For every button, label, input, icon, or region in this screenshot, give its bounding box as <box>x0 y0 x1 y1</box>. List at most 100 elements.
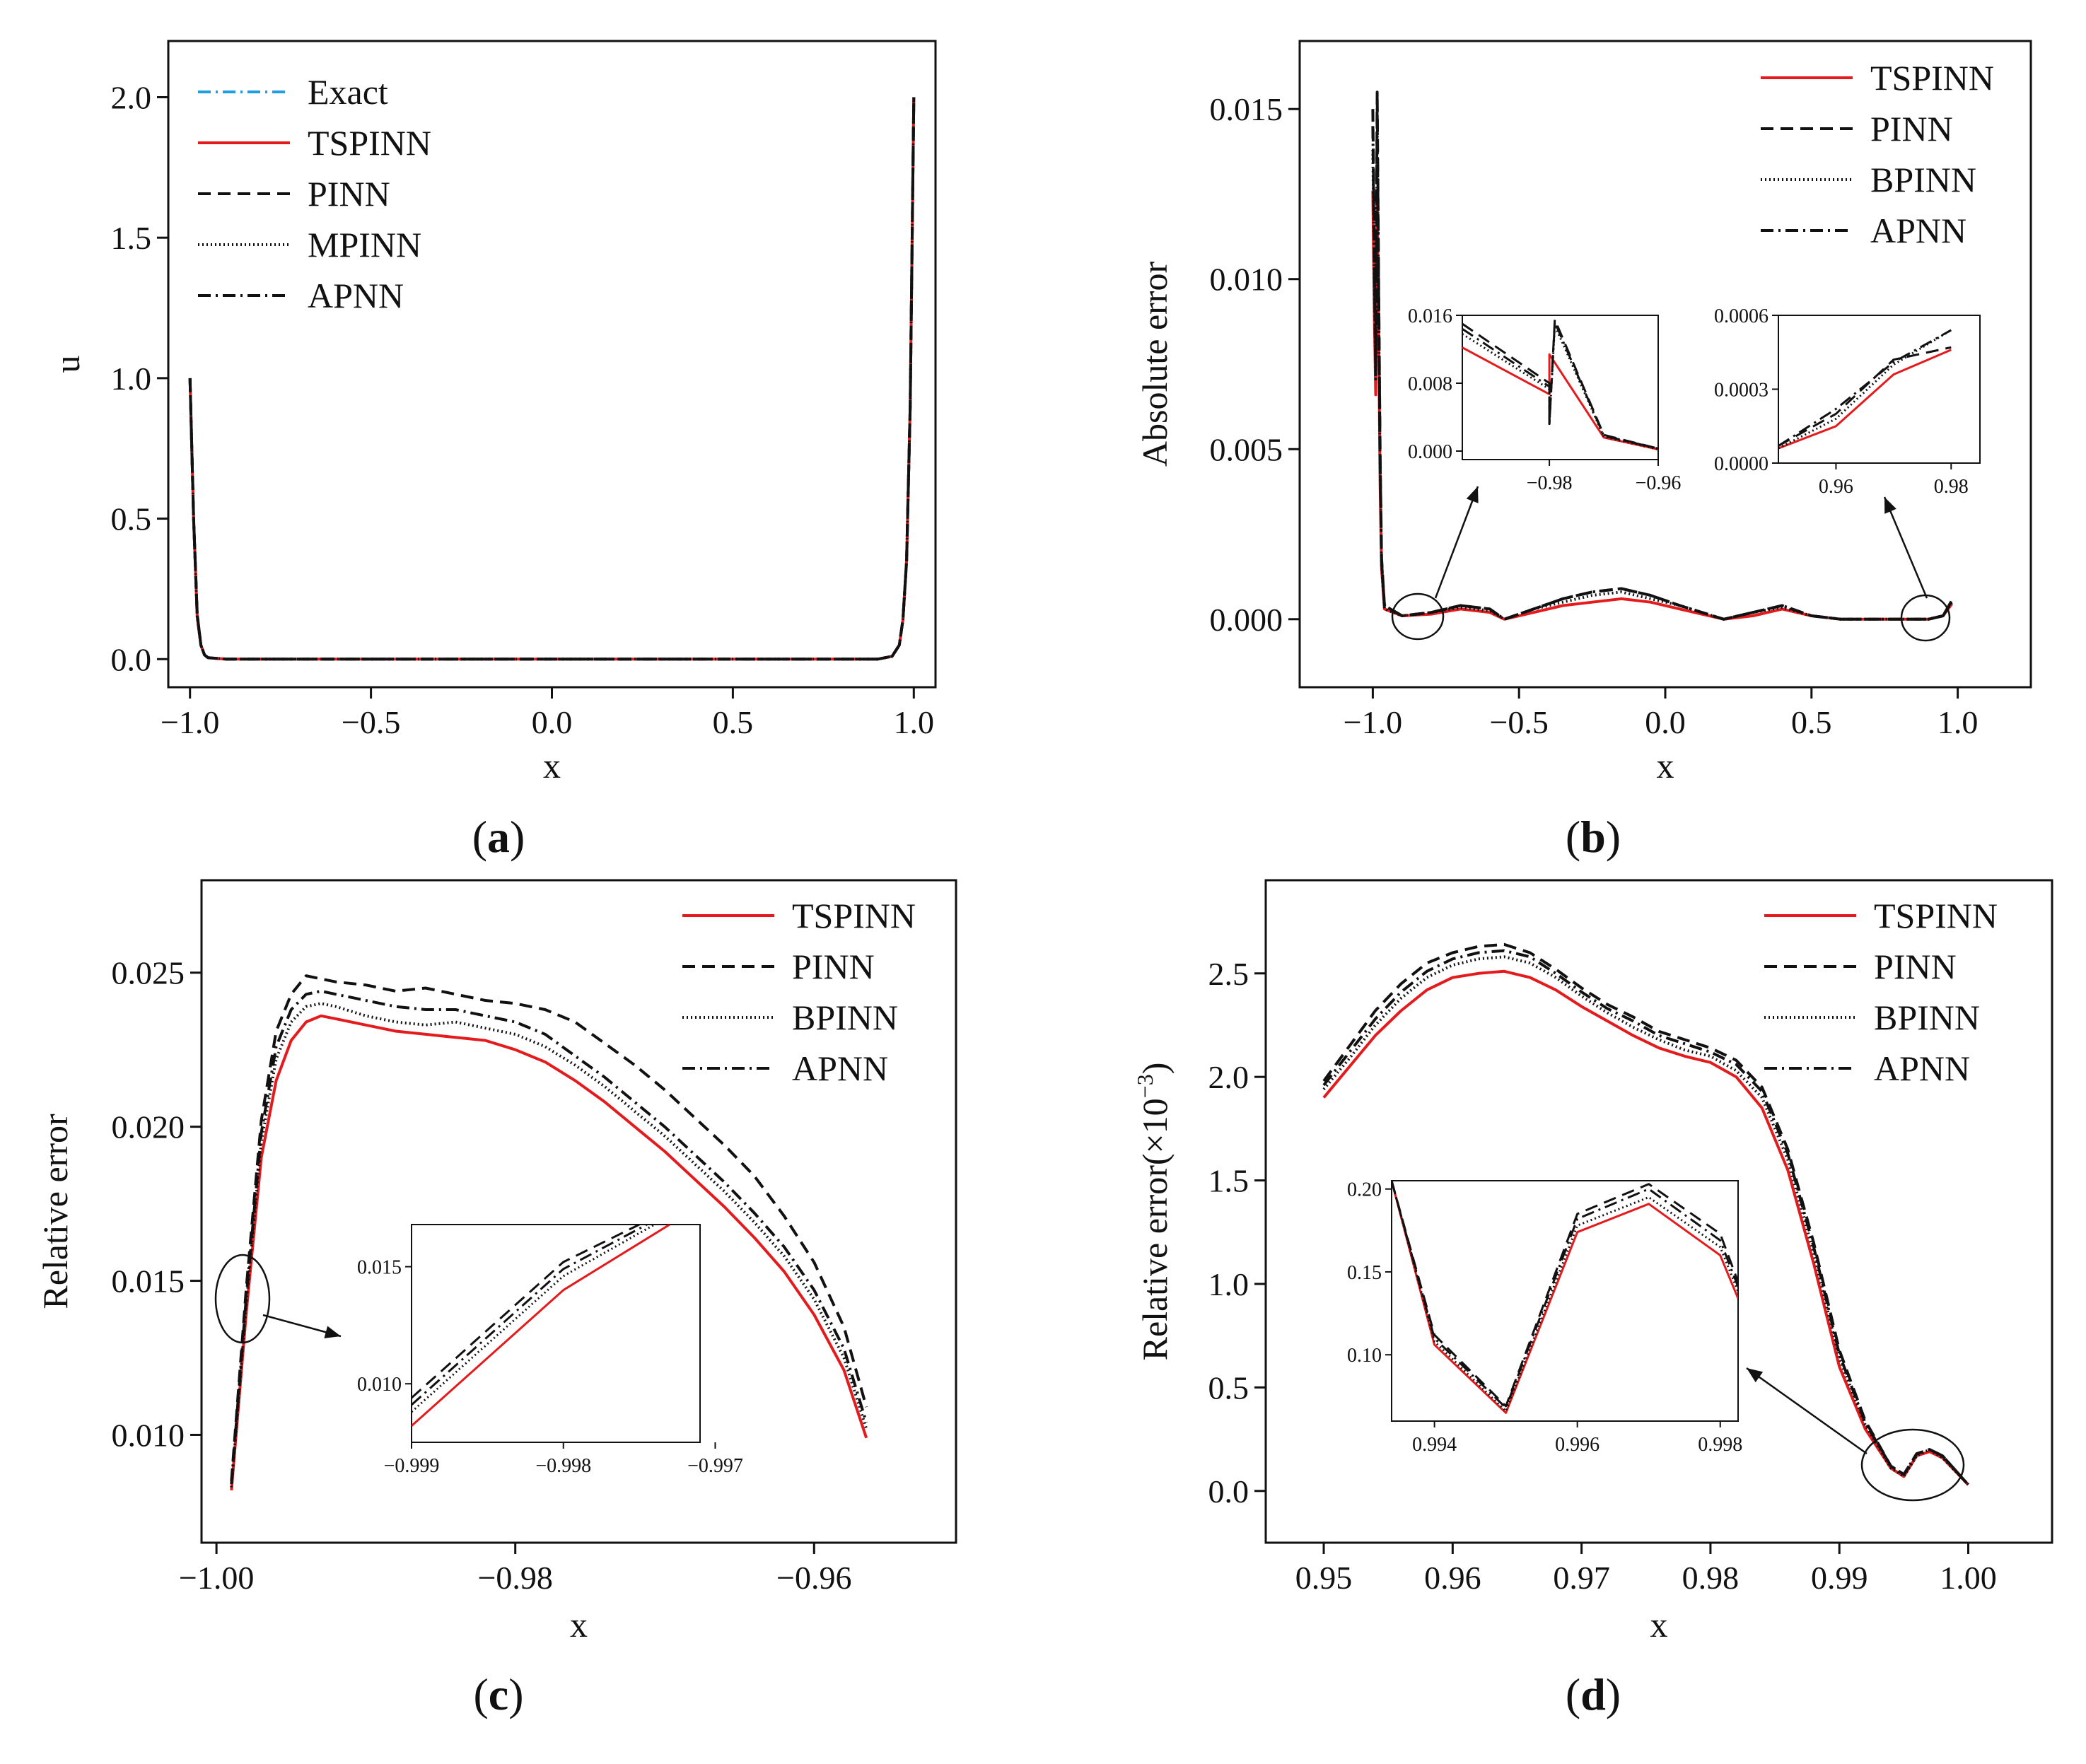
inset-d-inset-series-bpinn <box>1392 1181 1738 1413</box>
legend-label-bpinn: BPINN <box>1874 998 1980 1037</box>
inset-b-left: −0.98 −0.96 0.000 0.008 0.016 <box>1408 305 1681 494</box>
y-tick-label: 0.000 <box>1210 602 1283 638</box>
x-tick-label: 1.0 <box>1938 704 1979 740</box>
panel-label-b: (b) <box>1566 812 1621 862</box>
inset-y-tick-label: 0.010 <box>357 1374 402 1396</box>
y-tick-label: 1.5 <box>111 220 152 256</box>
x-tick-label: 0.5 <box>713 704 754 740</box>
x-tick-label: 0.99 <box>1811 1560 1868 1596</box>
panel-c: −1.00 −0.98 −0.96 0.010 0.015 0.020 0.025 x Rela… <box>35 879 957 1719</box>
y-tick-label: 0.010 <box>112 1417 185 1453</box>
inset-c-inset-series-bpinn <box>412 1225 655 1413</box>
legend-label-tspinn: TSPINN <box>308 123 431 163</box>
zoom-arrow-head <box>1466 486 1479 503</box>
panel-label-c: (c) <box>473 1669 523 1719</box>
y-axis-label-text: Absolute error <box>1135 262 1175 467</box>
inset-x-tick-label: 0.998 <box>1698 1434 1742 1456</box>
x-tick-label: −0.5 <box>342 704 400 740</box>
x-tick-label: 0.0 <box>1645 704 1686 740</box>
y-tick-label: 1.0 <box>1208 1266 1249 1302</box>
x-tick-label: 0.97 <box>1553 1560 1610 1596</box>
plot-frame-d <box>1264 879 2053 1544</box>
legend-d: TSPINN PINN BPINN APNN <box>1764 896 1998 1088</box>
x-tick-label: −0.5 <box>1489 704 1548 740</box>
inset-x-tick-label: 0.994 <box>1412 1434 1457 1456</box>
y-tick-label: 0.5 <box>1208 1369 1249 1406</box>
inset-frame <box>1391 1180 1739 1422</box>
y-axis-label-suffix: ) <box>1135 1063 1175 1075</box>
panel-a-series-apnn <box>188 97 916 661</box>
legend-label-apnn: APNN <box>1870 211 1966 250</box>
inset-d-inset: 0.994 0.996 0.998 0.10 0.15 0.20 <box>1347 1179 1742 1456</box>
legend-label-tspinn: TSPINN <box>792 896 916 935</box>
y-tick-label: 1.5 <box>1208 1163 1249 1199</box>
x-axis-label: x <box>570 1605 588 1645</box>
x-tick-label: 0.5 <box>1791 704 1832 740</box>
inset-y-tick-label: 0.10 <box>1347 1345 1382 1367</box>
legend-a: Exact TSPINN PINN MPINN APNN <box>198 72 431 315</box>
legend-label-mpinn: MPINN <box>308 225 421 264</box>
x-tick-label: −0.98 <box>477 1560 552 1596</box>
x-tick-label: 0.96 <box>1424 1560 1481 1596</box>
panel-d-series-apnn <box>1322 949 1969 1486</box>
x-tick-label: −0.96 <box>776 1560 851 1596</box>
inset-frame <box>1778 315 1981 464</box>
y-tick-label: 0.015 <box>1210 91 1283 127</box>
legend-label-exact: Exact <box>308 72 388 112</box>
zoom-region-ellipse <box>1391 592 1445 641</box>
legend-label-tspinn: TSPINN <box>1874 896 1998 935</box>
inset-x-tick-label: 0.98 <box>1934 476 1969 498</box>
inset-y-tick-label: 0.0003 <box>1714 380 1769 402</box>
legend-label-pinn: PINN <box>792 947 875 986</box>
inset-b-right: 0.96 0.98 0.0000 0.0003 0.0006 <box>1714 305 1981 498</box>
inset-x-tick-label: −0.98 <box>1527 472 1573 494</box>
inset-x-tick-label: −0.997 <box>687 1455 743 1477</box>
legend-label-apnn: APNN <box>792 1049 888 1088</box>
legend-label-pinn: PINN <box>308 174 390 214</box>
inset-y-tick-label: 0.008 <box>1408 373 1452 395</box>
x-tick-label: −1.00 <box>179 1560 254 1596</box>
panel-b: −1.0 −0.5 0.0 0.5 1.0 0.000 0.005 0.010 0.015 x Ab… <box>1135 40 2032 862</box>
x-tick-label: 0.98 <box>1682 1560 1740 1596</box>
inset-frame <box>411 1224 701 1443</box>
inset-y-tick-label: 0.016 <box>1408 305 1452 327</box>
inset-y-tick-label: 0.015 <box>357 1257 402 1279</box>
zoom-arrow-line <box>1746 1367 1868 1455</box>
inset-b-left-series-apnn <box>1462 321 1658 450</box>
y-tick-label: 0.025 <box>112 955 185 991</box>
panel-d: 0.95 0.96 0.97 0.98 0.99 1.00 0.0 0.5 1.0 1.5 2.0 2… <box>1132 879 2053 1719</box>
inset-y-tick-label: 0.000 <box>1408 441 1452 463</box>
y-tick-label: 0.0 <box>111 641 152 677</box>
y-axis-label-text: Relative error(×10 <box>1135 1098 1175 1360</box>
x-axis-label: x <box>1657 746 1674 785</box>
zoom-arrow-line <box>1434 486 1479 599</box>
x-tick-label: −1.0 <box>161 704 219 740</box>
inset-c-inset: −0.999 −0.998 −0.997 0.010 0.015 <box>357 1224 743 1477</box>
inset-y-tick-label: 0.15 <box>1347 1262 1382 1284</box>
panel-b-series-apnn <box>1371 107 1954 621</box>
plot-frame-c <box>200 879 957 1544</box>
y-axis-label: Absolute error <box>1135 262 1175 467</box>
y-tick-label: 0.020 <box>112 1109 185 1145</box>
y-axis-label: Relative error <box>35 1114 75 1309</box>
x-axis-label: x <box>543 746 561 785</box>
y-tick-label: 2.0 <box>111 79 152 115</box>
inset-y-tick-label: 0.20 <box>1347 1179 1382 1201</box>
y-axis-label: Relative error(×10−3) <box>1132 1063 1175 1361</box>
panel-c-series-apnn <box>230 989 868 1485</box>
inset-c-inset-series-apnn <box>412 1225 648 1406</box>
y-tick-label: 1.0 <box>111 361 152 397</box>
x-tick-label: −1.0 <box>1344 704 1402 740</box>
inset-x-tick-label: 0.996 <box>1555 1434 1600 1456</box>
panel-c-series-tspinn <box>230 1014 868 1491</box>
legend-label-bpinn: BPINN <box>792 998 898 1037</box>
legend-c: TSPINN PINN BPINN APNN <box>682 896 916 1088</box>
inset-x-tick-label: 0.96 <box>1819 476 1853 498</box>
panel-d-series-bpinn <box>1322 955 1969 1486</box>
zoom-region-ellipse <box>1860 1428 1965 1502</box>
y-tick-label: 2.0 <box>1208 1059 1249 1095</box>
y-tick-label: 0.015 <box>112 1263 185 1299</box>
panel-letter: b <box>1580 812 1606 862</box>
